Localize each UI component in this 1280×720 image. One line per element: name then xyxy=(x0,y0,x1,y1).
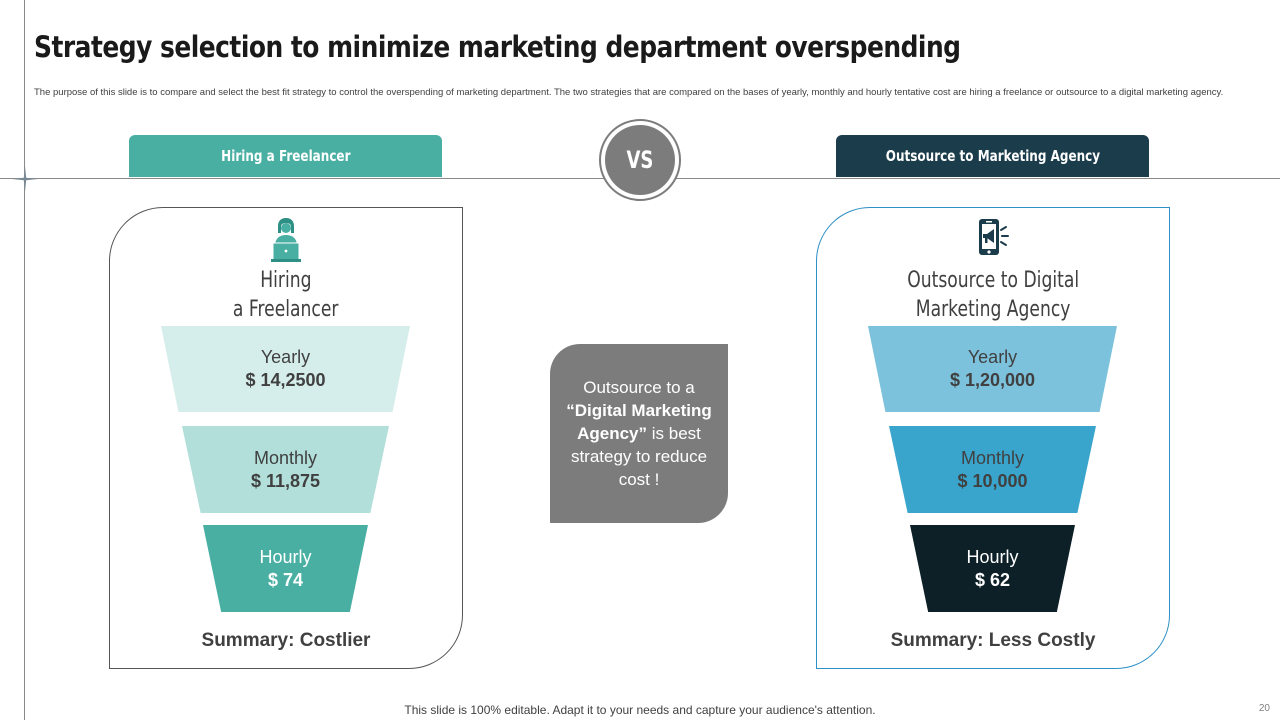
tier-value: $ 14,2500 xyxy=(245,370,326,390)
sparkle-icon xyxy=(12,166,38,192)
freelancer-summary: Summary: Costlier xyxy=(201,630,371,651)
freelancer-hourly-tier: Hourly $ 74 xyxy=(203,525,368,612)
tier-label: Monthly xyxy=(253,447,318,468)
agency-heading-line2: Marketing Agency xyxy=(915,297,1071,322)
slide-title: Strategy selection to minimize marketing… xyxy=(34,30,961,64)
slide-vertical-rule xyxy=(24,0,25,720)
agency-hourly-tier: Hourly $ 62 xyxy=(910,525,1075,612)
tab-left-label: Hiring a Freelancer xyxy=(220,147,351,165)
tab-right-label: Outsource to Marketing Agency xyxy=(885,147,1100,165)
vs-badge-inner: VS xyxy=(605,125,675,195)
tab-hiring-freelancer: Hiring a Freelancer xyxy=(129,135,442,177)
recommendation-emphasis: “Digital Marketing Agency” xyxy=(566,401,712,443)
agency-panel: Outsource to Digital Marketing Agency Ye… xyxy=(816,207,1170,669)
freelancer-yearly-tier: Yearly $ 14,2500 xyxy=(161,326,410,412)
freelancer-monthly-tier: Monthly $ 11,875 xyxy=(182,426,389,513)
freelancer-heading-line2: a Freelancer xyxy=(233,297,339,322)
tier-label: Hourly xyxy=(966,546,1019,567)
freelancer-heading: Hiring a Freelancer xyxy=(110,266,462,324)
recommendation-text: Outsource to a “Digital Marketing Agency… xyxy=(560,376,718,491)
tier-value: $ 11,875 xyxy=(250,470,321,491)
agency-summary: Summary: Less Costly xyxy=(890,630,1096,651)
recommendation-line1: Outsource to a xyxy=(583,378,695,397)
tier-label: Yearly xyxy=(967,347,1018,367)
vs-badge: VS xyxy=(599,119,681,201)
freelancer-laptop-icon xyxy=(271,218,301,262)
tier-label: Hourly xyxy=(259,546,312,567)
recommendation-box: Outsource to a “Digital Marketing Agency… xyxy=(550,344,728,523)
agency-heading: Outsource to Digital Marketing Agency xyxy=(817,266,1169,324)
agency-yearly-tier: Yearly $ 1,20,000 xyxy=(868,326,1117,412)
tier-label: Monthly xyxy=(960,447,1025,468)
vs-label: VS xyxy=(626,146,654,174)
freelancer-heading-line1: Hiring xyxy=(260,268,312,293)
agency-monthly-tier: Monthly $ 10,000 xyxy=(889,426,1096,513)
recommendation-line2: is best strategy to reduce cost ! xyxy=(570,424,708,489)
slide-description: The purpose of this slide is to compare … xyxy=(34,87,1224,98)
page-number: 20 xyxy=(1258,703,1270,714)
slide-footer: This slide is 100% editable. Adapt it to… xyxy=(404,703,876,717)
tier-value: $ 62 xyxy=(974,569,1011,590)
tier-value: $ 1,20,000 xyxy=(949,370,1036,390)
tier-label: Yearly xyxy=(260,347,311,367)
mobile-megaphone-icon xyxy=(979,219,1009,255)
freelancer-panel: Hiring a Freelancer Yearly $ 14,2500 Mon… xyxy=(109,207,463,669)
agency-heading-line1: Outsource to Digital xyxy=(907,268,1079,293)
tier-value: $ 74 xyxy=(267,569,304,590)
tier-value: $ 10,000 xyxy=(957,470,1028,491)
tab-outsource-agency: Outsource to Marketing Agency xyxy=(836,135,1149,177)
